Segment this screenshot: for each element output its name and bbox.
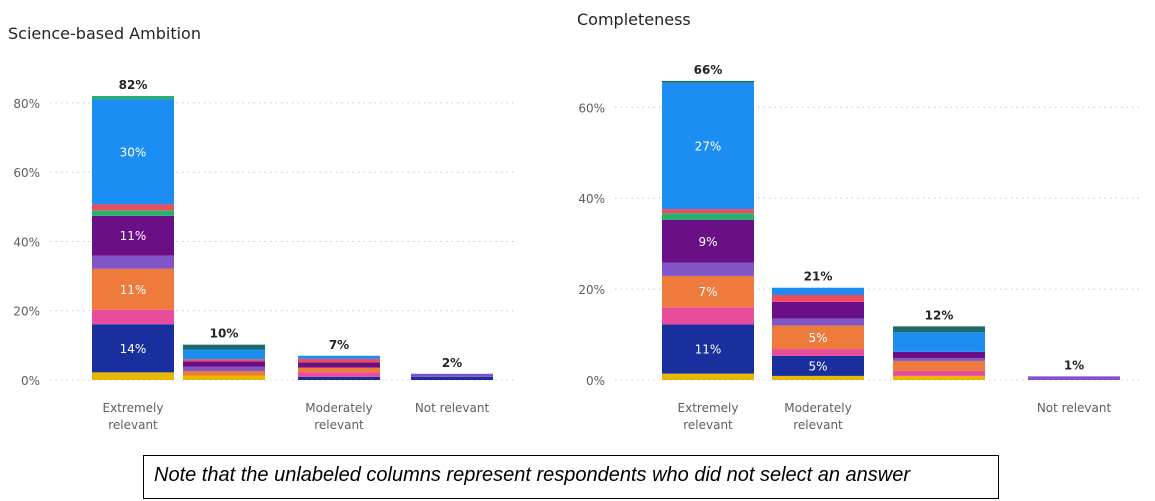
bar-segment	[662, 307, 754, 325]
bar-segment	[1028, 376, 1120, 380]
bar-total-label: 12%	[925, 308, 954, 322]
segment-data-label: 11%	[120, 283, 147, 297]
bar-segment	[92, 324, 174, 373]
bar-segment	[772, 349, 864, 356]
bar-segment	[92, 99, 174, 205]
segment-data-label: 27%	[695, 139, 722, 153]
bar-segment	[183, 359, 265, 362]
segment-data-label: 11%	[695, 343, 722, 357]
y-tick-label: 80%	[13, 97, 40, 111]
y-tick-label: 60%	[578, 101, 605, 115]
note-text: Note that the unlabeled columns represen…	[154, 464, 911, 486]
y-tick-label: 60%	[13, 166, 40, 180]
bar-segment	[772, 295, 864, 302]
bar-segment	[662, 262, 754, 276]
note-box: Note that the unlabeled columns represen…	[143, 455, 999, 499]
bar-segment	[298, 358, 380, 363]
bar-segment	[662, 209, 754, 214]
bar-segment	[772, 318, 864, 326]
bar-segment	[662, 324, 754, 374]
bar-segment	[298, 376, 380, 380]
bar-segment	[662, 82, 754, 210]
bar-segment	[772, 375, 864, 380]
bar-segment	[298, 355, 380, 359]
bar-segment	[893, 351, 985, 359]
bar-segment	[298, 372, 380, 377]
bar-segment	[183, 349, 265, 360]
bar-total-label: 10%	[210, 327, 239, 341]
bar-segment	[298, 367, 380, 373]
bar-segment	[893, 332, 985, 352]
bar-total-label: 1%	[1064, 358, 1084, 372]
bar-segment	[772, 325, 864, 350]
bar-segment	[893, 375, 985, 380]
bar-total-label: 82%	[119, 78, 148, 92]
bar-segment	[411, 373, 493, 377]
bar-segment	[772, 287, 864, 295]
y-tick-label: 20%	[578, 283, 605, 297]
bar-segment	[772, 301, 864, 319]
bar-segment	[298, 362, 380, 368]
bar-segment	[772, 355, 864, 376]
segment-data-label: 30%	[120, 145, 147, 159]
x-category-label: Not relevant	[1037, 401, 1112, 415]
bar-segment	[893, 326, 985, 333]
bar-segment	[92, 215, 174, 256]
bar-segment	[92, 204, 174, 211]
segment-data-label: 14%	[120, 342, 147, 356]
bar-segment	[893, 358, 985, 361]
x-category-label: Moderately relevant	[305, 401, 373, 432]
bar-segment	[92, 372, 174, 380]
bar-segment	[92, 210, 174, 216]
bar-segment	[183, 366, 265, 371]
segment-data-label: 9%	[698, 235, 717, 249]
bar-segment	[893, 370, 985, 376]
y-tick-label: 0%	[586, 374, 605, 388]
bar-total-label: 7%	[329, 338, 349, 352]
bar-segment	[662, 220, 754, 263]
bar-total-label: 21%	[804, 270, 833, 284]
chart-title: Science-based Ambition	[8, 24, 201, 43]
bar-segment	[92, 268, 174, 310]
segment-data-label: 5%	[808, 331, 827, 345]
bar-segment	[662, 80, 754, 83]
bar-segment	[662, 275, 754, 308]
bar-segment	[92, 309, 174, 325]
bar-segment	[92, 255, 174, 269]
bar-segment	[662, 373, 754, 380]
y-tick-label: 0%	[21, 374, 40, 388]
y-tick-label: 40%	[578, 192, 605, 206]
x-category-label: Extremely relevant	[103, 401, 164, 432]
bar-segment	[411, 376, 493, 380]
bar-total-label: 66%	[694, 63, 723, 77]
bar-segment	[183, 375, 265, 380]
segment-data-label: 11%	[120, 229, 147, 243]
bar-segment	[92, 96, 174, 100]
segment-data-label: 7%	[698, 285, 717, 299]
bar-segment	[183, 361, 265, 367]
x-category-label: Moderately relevant	[784, 401, 852, 432]
bar-total-label: 2%	[442, 356, 462, 370]
bar-segment	[183, 370, 265, 376]
y-tick-label: 20%	[13, 305, 40, 319]
x-category-label: Not relevant	[415, 401, 490, 415]
bar-segment	[183, 344, 265, 350]
bar-segment	[893, 360, 985, 371]
chart-title: Completeness	[577, 10, 691, 29]
x-category-label: Extremely relevant	[678, 401, 739, 432]
segment-data-label: 5%	[808, 359, 827, 373]
bar-segment	[662, 213, 754, 220]
y-tick-label: 40%	[13, 235, 40, 249]
